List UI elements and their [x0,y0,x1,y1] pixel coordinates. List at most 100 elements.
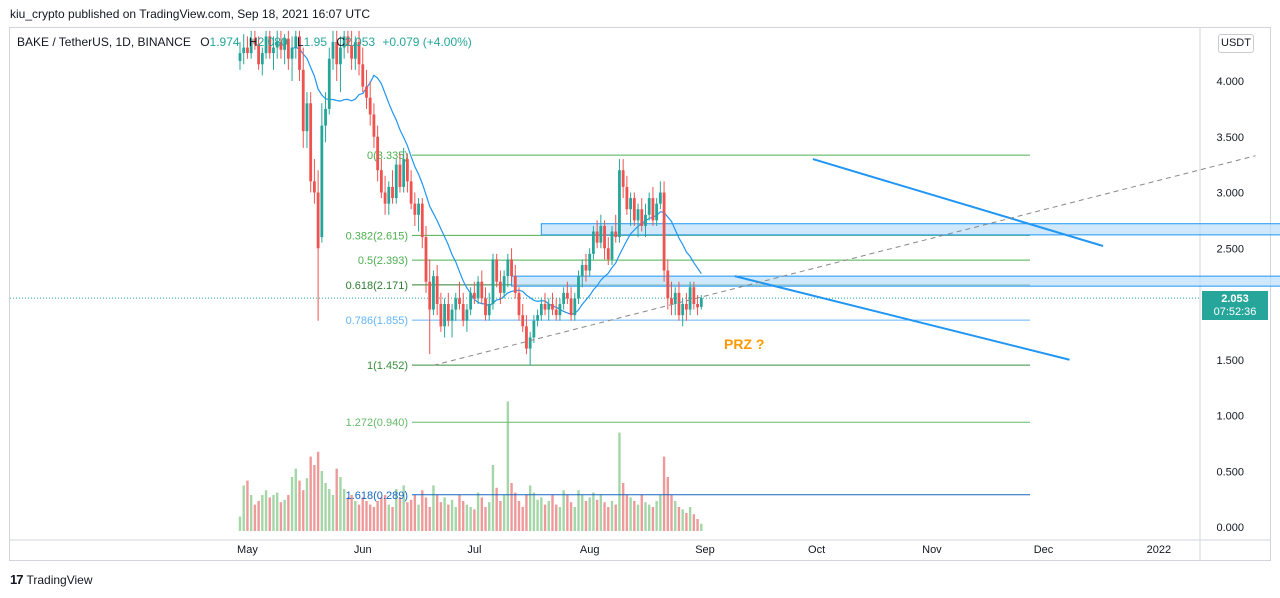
volume-bar [536,499,539,531]
legend-close-value: 2.053 [345,35,376,49]
volume-bar [488,502,491,531]
fib-level-label: 0.786(1.855) [346,315,408,327]
candle-body [480,281,484,299]
y-tick-label: 0.000 [1216,522,1244,534]
volume-bar [302,490,305,531]
volume-bar [372,507,376,531]
candle-body [465,309,469,321]
volume-bar [335,468,338,531]
candle-body [521,315,525,327]
candle-body [692,287,696,304]
x-tick-label: Jun [354,544,372,556]
candle-body [357,41,361,65]
volume-bar [264,490,268,531]
volume-bar [450,499,454,531]
volume-bar [618,432,621,531]
legend-high-label: H [248,35,258,49]
y-tick-label: 3.500 [1216,132,1244,144]
volume-bar [547,501,550,531]
candle-body [372,114,376,137]
candle-body [670,298,673,304]
candle-body [383,192,387,204]
candle-countdown: 07:52:36 [1213,306,1257,318]
candle-body [361,64,365,87]
candle-body [491,259,495,304]
volume-bar [376,501,379,531]
volume-bar [595,499,599,531]
zone-0618 [511,275,1280,287]
volume-bar [283,499,286,531]
volume-bar [361,497,364,531]
candle-body [294,36,298,48]
x-tick-label: May [237,544,258,556]
candle-body [376,136,380,171]
candle-body [681,304,685,316]
y-tick-label: 2.500 [1216,243,1244,255]
last-price-value: 2.053 [1221,293,1249,305]
candle-body [257,44,260,65]
candle-body [301,69,305,132]
x-tick-label: Aug [580,544,600,556]
candle-body [595,231,599,243]
volume-bar [413,495,417,531]
currency-button[interactable]: USDT [1218,34,1254,53]
volume-bar [342,489,346,531]
candle-body [346,36,350,46]
candle-body [398,164,402,187]
volume-bar [462,501,465,531]
x-tick-label: Jul [467,544,481,556]
volume-bar [625,495,629,531]
candle-body [394,164,398,199]
volume-bar [636,504,640,531]
volume-bar [268,497,271,531]
volume-bar [257,501,260,531]
fib-level-label: 0.618(2.171) [346,280,408,292]
x-tick-label: 2022 [1147,544,1171,556]
footer-brand[interactable]: 17 TradingView [10,572,93,587]
volume-bar [380,497,383,531]
candle-body [286,38,290,59]
volume-bar [633,501,636,531]
volume-bar [320,471,324,531]
volume-bar [562,490,565,531]
candle-body [268,36,272,54]
candle-body [592,231,595,254]
candle-body [502,276,506,293]
candle-body [305,103,309,132]
volume-bar [532,492,536,531]
candle-body [610,231,614,260]
last-price-badge: 2.053 07:52:36 [1202,291,1268,320]
volume-bar [391,507,394,531]
volume-bar [279,502,283,531]
volume-bar [395,489,398,531]
candle-body [272,47,275,54]
volume-bar [588,497,591,531]
candle-body [584,264,588,271]
candle-body [320,125,324,238]
volume-bar [540,497,543,531]
candle-body [413,203,417,215]
footer-brand-label: TradingView [26,572,93,587]
volume-bar [238,516,242,531]
volume-bar [421,490,424,531]
volume-bar [439,502,443,531]
candle-body [387,186,391,204]
volume-bar [525,495,528,531]
candle-body [368,97,372,115]
candle-body [420,203,424,238]
y-tick-label: 4.000 [1216,76,1244,88]
candle-body [558,304,562,316]
candle-body [424,237,428,282]
candle-body [606,248,610,260]
volume-bar [566,495,569,531]
volume-bar [387,504,390,531]
volume-bar [469,507,472,531]
volume-bar [435,495,439,531]
volume-bar [298,480,301,531]
candle-body [543,304,547,310]
fib-level-label: 0.5(2.393) [358,255,408,267]
candle-body [636,209,640,221]
volume-bar [417,504,420,531]
candle-body [324,108,327,126]
